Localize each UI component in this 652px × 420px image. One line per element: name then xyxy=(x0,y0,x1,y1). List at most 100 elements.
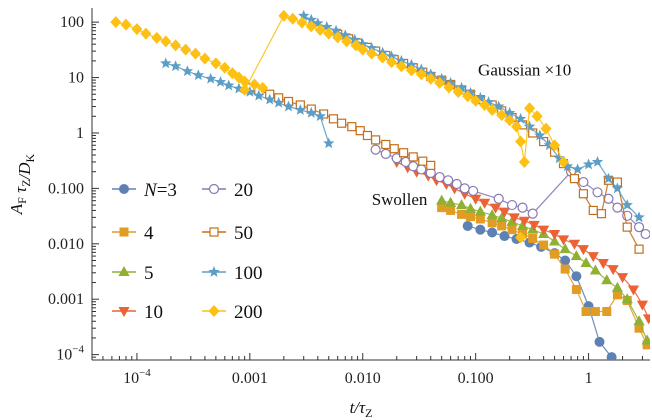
legend-swatch-marker xyxy=(119,227,129,237)
data-point-n-50 xyxy=(398,148,409,158)
data-point-n-100 xyxy=(602,172,615,184)
y-tick-label: 0.100 xyxy=(48,180,84,197)
data-point-n-10 xyxy=(557,235,570,246)
legend-label-n-10: 10 xyxy=(144,302,163,323)
series-line-n-200 xyxy=(244,15,565,163)
data-point-n-100 xyxy=(474,91,487,103)
data-point-n-200 xyxy=(332,31,344,44)
data-point-n-10 xyxy=(470,194,482,205)
data-point-n-20 xyxy=(434,171,445,183)
data-point-n-4 xyxy=(602,307,612,317)
data-point-n-100 xyxy=(339,29,351,41)
data-point-n-50 xyxy=(408,152,418,162)
data-point-n-200 xyxy=(395,60,407,73)
data-point-n-200 xyxy=(496,109,508,122)
data-point-n-4 xyxy=(539,240,549,250)
data-point-n-100 xyxy=(621,199,633,210)
y-tick-label: 10−4 xyxy=(56,344,84,364)
data-point-n-10 xyxy=(597,259,609,270)
data-point-n-200 xyxy=(415,68,427,81)
data-point-n-100 xyxy=(633,211,645,223)
data-point-n-50 xyxy=(389,144,399,154)
data-point-n-100 xyxy=(298,9,310,21)
data-point-n-200 xyxy=(518,155,530,168)
data-point-n-4 xyxy=(528,233,538,243)
data-point-n-200 xyxy=(249,78,261,91)
data-point-n-3 xyxy=(594,336,605,347)
data-point-n-5 xyxy=(548,235,561,246)
data-point-n-50 xyxy=(588,205,598,216)
y-tick-label: 0.001 xyxy=(48,291,84,308)
data-point-n-5 xyxy=(445,196,457,207)
data-point-n-20 xyxy=(468,185,479,197)
data-point-n-200 xyxy=(120,18,132,31)
data-point-n-5 xyxy=(641,334,650,345)
legend-swatch-marker xyxy=(208,266,220,277)
data-point-n-200 xyxy=(470,94,482,107)
data-point-n-10 xyxy=(636,300,649,311)
data-point-n-3 xyxy=(462,220,473,231)
data-point-n-50 xyxy=(569,174,580,184)
data-point-n-200 xyxy=(170,39,182,52)
data-point-n-100 xyxy=(264,93,276,105)
data-point-n-100 xyxy=(169,60,182,72)
data-point-n-10 xyxy=(508,213,520,224)
data-point-n-50 xyxy=(328,114,339,124)
data-point-n-200 xyxy=(341,35,353,48)
y-tick-label: 10 xyxy=(68,70,84,87)
data-point-n-200 xyxy=(434,76,446,89)
data-point-n-20 xyxy=(391,153,402,164)
legend-swatch-marker xyxy=(118,266,130,276)
data-point-n-3 xyxy=(487,227,498,238)
data-point-n-100 xyxy=(294,103,307,115)
data-point-n-200 xyxy=(257,81,269,94)
data-point-n-4 xyxy=(487,218,497,228)
data-point-n-5 xyxy=(601,274,613,285)
data-point-n-50 xyxy=(539,136,549,147)
data-point-n-4 xyxy=(465,212,475,222)
data-point-n-100 xyxy=(223,79,235,91)
data-point-n-100 xyxy=(312,17,324,29)
data-point-n-10 xyxy=(568,239,581,250)
data-point-n-200 xyxy=(540,122,552,135)
data-point-n-50 xyxy=(596,209,607,219)
data-point-n-100 xyxy=(435,72,448,84)
annotation-swollen: Swollen xyxy=(372,190,428,209)
data-point-n-4 xyxy=(497,221,507,231)
data-point-n-20 xyxy=(592,187,603,198)
data-point-n-100 xyxy=(192,69,205,81)
x-tick-label: 0.010 xyxy=(345,370,381,387)
legend-label-n-200: 200 xyxy=(234,302,263,323)
data-point-n-3 xyxy=(560,255,571,266)
data-point-n-100 xyxy=(214,76,227,87)
data-point-n-50 xyxy=(362,130,373,141)
legend-swatch-marker xyxy=(208,183,220,195)
data-point-n-4 xyxy=(590,307,600,317)
data-point-n-5 xyxy=(611,281,623,292)
data-point-n-100 xyxy=(543,139,556,151)
data-point-n-100 xyxy=(553,152,565,164)
data-point-n-200 xyxy=(558,155,570,168)
data-point-n-50 xyxy=(371,135,381,145)
data-point-n-3 xyxy=(475,224,486,235)
data-point-n-20 xyxy=(612,202,623,213)
data-point-n-5 xyxy=(570,250,582,261)
x-axis-label: t/τZ xyxy=(350,398,373,420)
data-point-n-100 xyxy=(160,57,172,69)
data-point-n-200 xyxy=(549,139,561,152)
data-point-n-20 xyxy=(370,144,381,155)
data-point-n-10 xyxy=(548,230,561,241)
data-point-n-20 xyxy=(442,175,454,186)
data-point-n-100 xyxy=(523,120,536,132)
data-point-n-200 xyxy=(452,85,464,98)
data-point-n-50 xyxy=(347,122,357,132)
data-point-n-10 xyxy=(616,273,629,284)
data-point-n-4 xyxy=(642,340,650,350)
data-point-n-4 xyxy=(634,323,644,333)
data-point-n-50 xyxy=(355,126,365,136)
data-point-n-10 xyxy=(518,216,530,227)
data-point-n-5 xyxy=(486,209,498,220)
data-point-n-100 xyxy=(314,110,326,122)
data-point-n-5 xyxy=(559,243,571,254)
